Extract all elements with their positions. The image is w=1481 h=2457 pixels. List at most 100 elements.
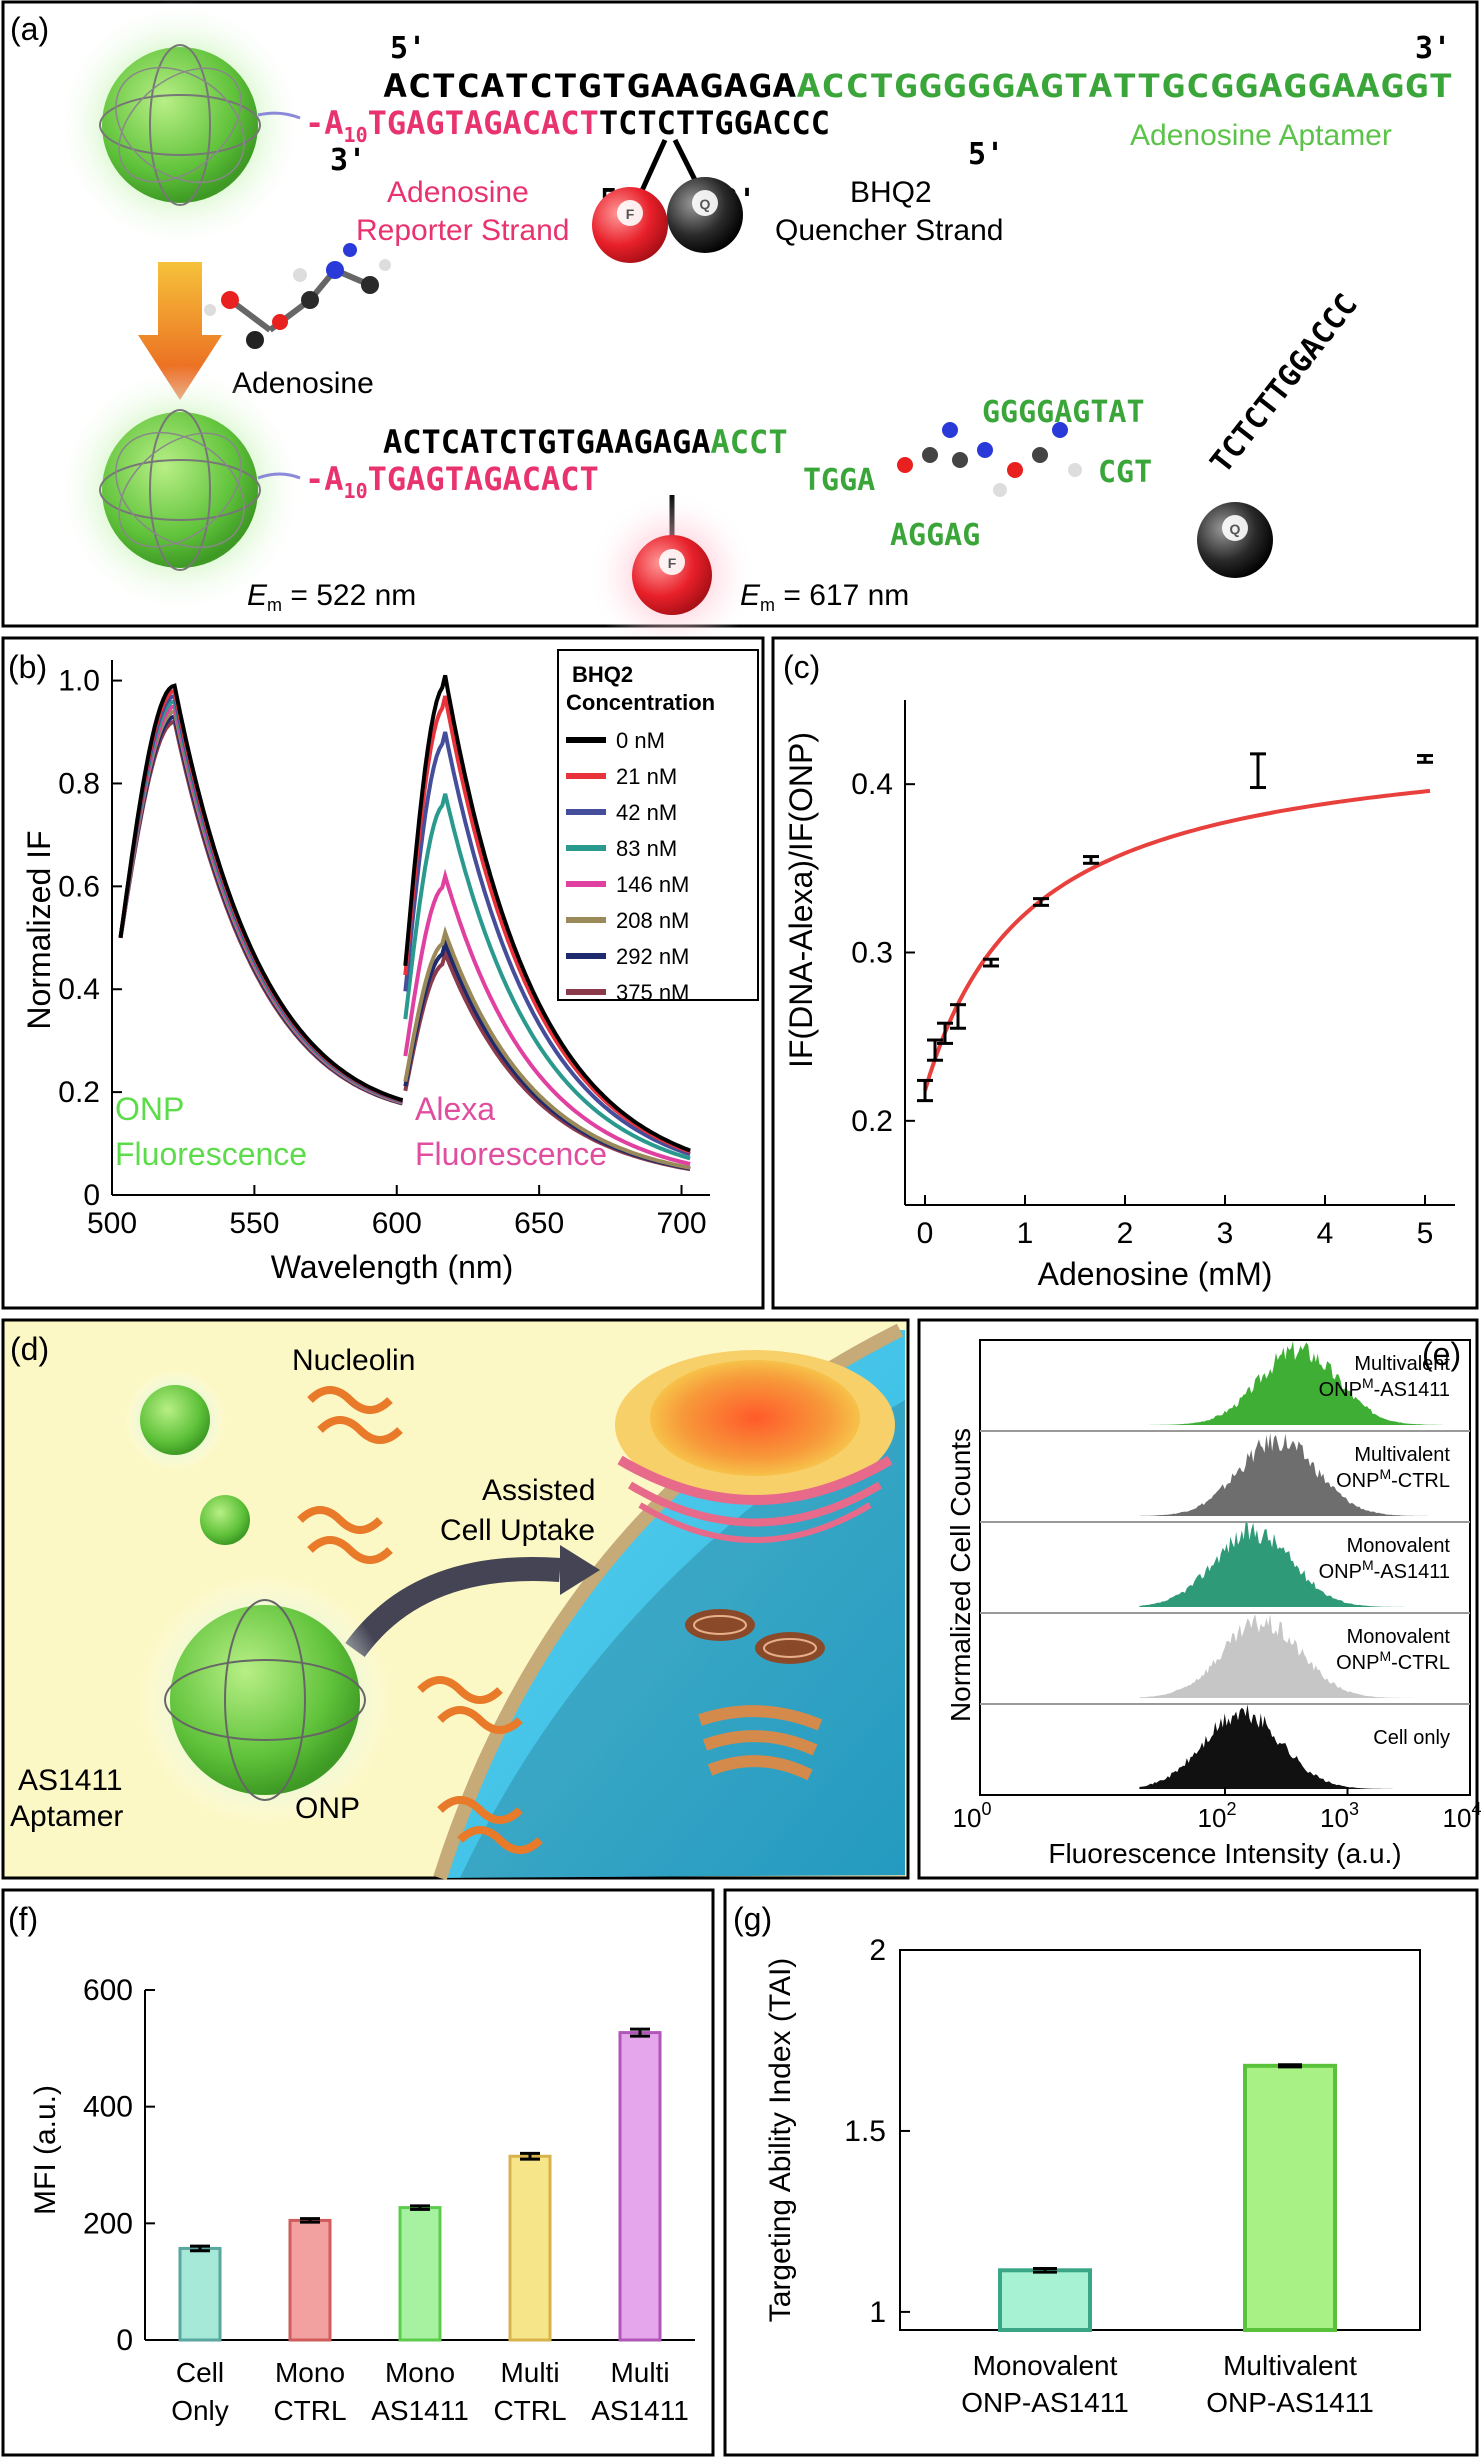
panel-label-d: (d) [10, 1331, 49, 1367]
y-tick-label: 0.6 [58, 870, 100, 903]
category-label-1: Multi [500, 2357, 559, 2388]
alexa-fluorescence-label-2: Fluorescence [415, 1136, 607, 1172]
chart-b-ylabel: Normalized IF [21, 830, 57, 1029]
panel-f: (f) 0 200 400 600 Cell Only Mono CTRL Mono AS1411… [1, 1888, 715, 2457]
legend-title-1: BHQ2 [572, 662, 633, 687]
y-tick-label: 1.5 [844, 2115, 886, 2148]
category-label-1: Monovalent [973, 2350, 1118, 2381]
histogram-label-2: ONPM-CTRL [1336, 1466, 1450, 1492]
bar-1 [288, 2218, 332, 2342]
nucleolin-protein-icon [297, 1386, 543, 1854]
as1411-label-2: Aptamer [10, 1800, 123, 1833]
adenosine-chart: 0 1 2 3 4 5 0.2 0.3 0.4 [851, 700, 1455, 1250]
alexa-curve-83nM [403, 793, 691, 1161]
chart-e-ylabel: Normalized Cell Counts [945, 1428, 976, 1722]
histogram-0 [1139, 1340, 1443, 1425]
y-tick-label: 1.0 [58, 665, 100, 698]
bar-3 [508, 2154, 552, 2342]
histogram-label-2: ONPM-AS1411 [1319, 1375, 1450, 1401]
category-label-1: Cell [176, 2357, 224, 2388]
golgi-icon [698, 1705, 823, 1781]
y-tick-label: 200 [83, 2207, 133, 2240]
assisted-label-2: Cell Uptake [440, 1514, 595, 1547]
bottom-reporter-sequence: -A10TGAGTAGACACT [305, 460, 599, 503]
histogram-3 [1139, 1614, 1443, 1698]
tai-bar-chart: 1 1.5 2 Monovalent ONP-AS1411 Multivalent ONP-… [844, 1934, 1421, 2418]
released-quencher-ball: Q [1197, 502, 1273, 578]
legend-title-2: Concentration [566, 690, 715, 715]
x-tick-label: 100 [953, 1799, 992, 1833]
histogram-label-1: Multivalent [1354, 1444, 1450, 1466]
chart-c-xlabel: Adenosine (mM) [1038, 1256, 1273, 1292]
nucleus-icon [615, 1350, 895, 1543]
panel-d: (d) Nucleolin Assisted Cell Uptake [1, 1318, 910, 1881]
chart-b-xlabel: Wavelength (nm) [271, 1249, 513, 1285]
assisted-label-1: Assisted [482, 1474, 595, 1507]
legend-entry: 42 nM [616, 800, 677, 825]
onp-fluorescence-label-1: ONP [115, 1091, 184, 1127]
as1411-label-1: AS1411 [18, 1764, 123, 1797]
spectra-chart: 500 550 600 650 700 0 0.2 0.4 0.6 0.8 1.0 [58, 660, 710, 1240]
x-tick-label: 650 [514, 1207, 564, 1240]
legend-entry: 21 nM [616, 764, 677, 789]
legend-entry: 375 nM [616, 980, 689, 1005]
panel-g: (g) 1 1.5 2 Monovalent ONP-AS1411 Multivalent… [723, 1888, 1479, 2457]
alexa-curve-0nM [403, 674, 691, 1153]
y-tick-label: 0.8 [58, 767, 100, 800]
bound-adenosine-icon [897, 422, 1082, 497]
y-tick-label: 0.2 [58, 1076, 100, 1109]
quencher-label-2: Quencher Strand [775, 214, 1003, 247]
y-tick-label: 0.3 [851, 937, 893, 970]
y-tick-label: 0.4 [851, 768, 893, 801]
bar-4 [618, 2031, 662, 2342]
onp-curve-0nM [118, 683, 404, 1103]
x-tick-label: 5 [1417, 1217, 1434, 1250]
fit-curve [923, 788, 1431, 1092]
y-tick-label: 0 [116, 2324, 133, 2357]
reporter-label-1: Adenosine [387, 176, 529, 209]
onp-small-top [125, 1370, 225, 1470]
y-tick-label: 2 [869, 1934, 886, 1967]
category-label-1: Mono [385, 2357, 455, 2388]
panel-label-c: (c) [783, 649, 820, 685]
quencher-label-1: BHQ2 [850, 176, 932, 209]
category-label-2: AS1411 [591, 2395, 689, 2426]
y-tick-label: 0.2 [851, 1105, 893, 1138]
svg-text:F: F [668, 555, 677, 571]
x-tick-label: 2 [1117, 1217, 1134, 1250]
histogram-label-1: Monovalent [1347, 1626, 1451, 1648]
legend-entry: 292 nM [616, 944, 689, 969]
x-tick-label: 600 [372, 1207, 422, 1240]
three-prime-top-right: 3' [1415, 31, 1451, 66]
chart-b-legend: 0 nM 21 nM 42 nM 83 nM 146 nM 208 nM 292 nM 375… [566, 728, 689, 1005]
fluorophore-ball: F [592, 187, 668, 263]
alexa-curve-42nM [403, 731, 691, 1157]
panel-a: (a) 5' 3' ACTCATCTGTGAAGAGA ACCTGGGGGAGTA… [1, 0, 1479, 660]
category-label-2: ONP-AS1411 [961, 2387, 1129, 2418]
bottom-aptamer-sequence: ACTCATCTGTGAAGAGAACCT [383, 423, 788, 461]
onp-small-mid [200, 1495, 250, 1545]
onp-nanoparticle-bottom [55, 365, 305, 615]
y-tick-label: 0.4 [58, 973, 100, 1006]
svg-text:Q: Q [700, 196, 711, 212]
category-label-2: CTRL [273, 2395, 346, 2426]
x-tick-label: 1 [1017, 1217, 1034, 1250]
loop-right: CGT [1098, 455, 1152, 490]
mitochondria-icon [685, 1609, 825, 1664]
loop-bottom: AGGAG [890, 518, 980, 553]
onp-large [140, 1575, 390, 1825]
bar-1 [1243, 2063, 1337, 2333]
reporter-strand-sequence: -A10TGAGTAGACACTTCTCTTGGACCC [305, 104, 830, 147]
histogram-label-2: ONPM-AS1411 [1319, 1557, 1450, 1583]
onp-nanoparticle-top [55, 0, 305, 250]
x-tick-label: 104 [1443, 1799, 1481, 1833]
adenosine-aptamer-label: Adenosine Aptamer [1130, 119, 1392, 152]
chart-f-ylabel: MFI (a.u.) [29, 2085, 62, 2215]
y-tick-label: 400 [83, 2091, 133, 2124]
plot-frame [899, 1949, 1421, 2331]
reporter-label-2: Reporter Strand [356, 214, 569, 247]
histogram-1 [1139, 1432, 1443, 1516]
chart-c-ylabel: IF(DNA-Alexa)/IF(ONP) [783, 732, 819, 1068]
x-tick-label: 550 [229, 1207, 279, 1240]
x-tick-label: 500 [87, 1207, 137, 1240]
